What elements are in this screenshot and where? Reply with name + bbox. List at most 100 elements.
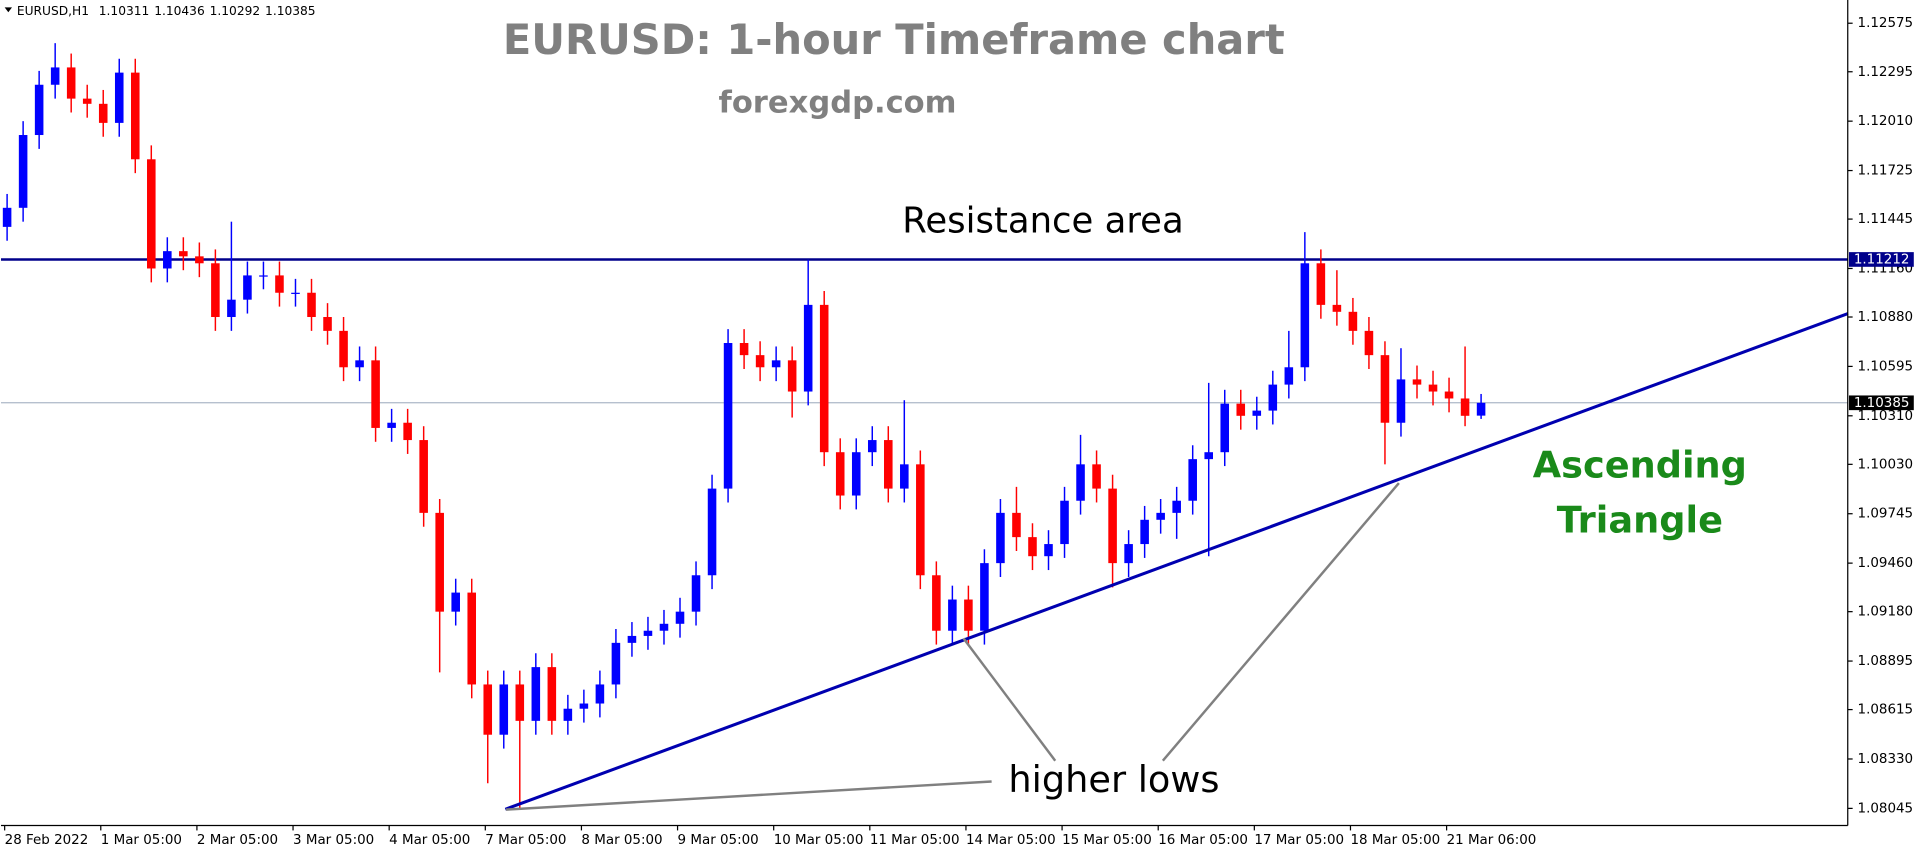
candle-body [1300, 263, 1310, 368]
y-tick-label: 1.12295 [1858, 65, 1914, 80]
candle-body [980, 563, 989, 631]
current-price-box [1848, 395, 1914, 411]
candle-body [2, 207, 12, 227]
chart-header: EURUSD,H1 1.10311 1.10436 1.10292 1.10385 [17, 4, 316, 18]
header-close: 1.10385 [265, 4, 316, 18]
candle-body [1316, 263, 1326, 305]
candle-body [884, 440, 893, 489]
candle-body [563, 708, 573, 721]
candle-body [835, 452, 845, 496]
candle-body [435, 512, 444, 612]
candle-body [163, 251, 172, 269]
candle-body [1060, 500, 1069, 545]
candle-body [1332, 304, 1342, 312]
y-tick-label: 1.11725 [1858, 164, 1914, 179]
candle-body [1476, 402, 1486, 416]
candle-body [547, 667, 557, 721]
chart-subtitle: forexgdp.com [719, 85, 957, 120]
candle-body [1380, 355, 1390, 423]
y-tick-label: 1.10880 [1858, 310, 1914, 325]
y-tick-label: 1.10310 [1858, 409, 1914, 424]
y-tick-label: 1.11445 [1858, 212, 1914, 227]
candle-body [932, 575, 941, 631]
y-tick-label: 1.10595 [1858, 359, 1914, 374]
current-price: 1.10385 [1854, 396, 1910, 411]
candle-body [595, 684, 605, 704]
x-tick-label: 8 Mar 05:00 [581, 833, 662, 848]
candle-body [1220, 403, 1230, 453]
x-tick-label: 4 Mar 05:00 [389, 833, 470, 848]
candle-body [355, 360, 364, 368]
candle-body [851, 452, 861, 496]
candle-body [339, 330, 348, 368]
trendline [504, 312, 1849, 811]
candle-body [739, 343, 749, 356]
candle-body [1108, 488, 1117, 564]
y-tick-label: 1.08615 [1858, 703, 1914, 718]
candle-body [1172, 500, 1181, 513]
candle-body [611, 642, 621, 685]
candle-body [499, 684, 509, 735]
candle-body [771, 360, 781, 368]
y-tick-label: 1.08895 [1858, 654, 1914, 669]
x-tick-label: 15 Mar 05:00 [1062, 833, 1152, 848]
candle-body [643, 630, 653, 636]
y-tick-label: 1.10030 [1858, 457, 1914, 472]
x-tick-label: 11 Mar 05:00 [870, 833, 960, 848]
candle-body [1156, 512, 1165, 520]
candle-body [1412, 379, 1422, 385]
candle-body [1124, 544, 1133, 564]
candle-body [18, 135, 28, 208]
x-tick-label: 10 Mar 05:00 [774, 833, 864, 848]
candle-body [259, 275, 268, 277]
candle-body [900, 464, 909, 489]
x-tick-label: 21 Mar 06:00 [1447, 833, 1537, 848]
candle-body [996, 512, 1005, 564]
candle-body [867, 440, 877, 453]
x-tick-label: 7 Mar 05:00 [485, 833, 566, 848]
x-tick-label: 2 Mar 05:00 [197, 833, 278, 848]
candle-body [1428, 384, 1438, 392]
x-tick-label: 9 Mar 05:00 [678, 833, 759, 848]
candle-body [403, 422, 412, 441]
candle-body [787, 360, 797, 392]
plot-area [0, 43, 1849, 811]
candle-body [1044, 544, 1053, 557]
pointer-line [506, 780, 992, 811]
candle-body [1204, 452, 1213, 460]
chart-title: EURUSD: 1-hour Timeframe chart [503, 15, 1285, 64]
candle-body [948, 599, 957, 631]
candle-body [98, 103, 108, 123]
candle-body [1140, 519, 1149, 545]
candle-body [1396, 379, 1406, 423]
y-tick-label: 1.12575 [1858, 16, 1914, 31]
candle-body [964, 599, 973, 631]
candle-body [483, 684, 493, 735]
candle-body [1444, 391, 1454, 399]
candle-body [387, 422, 396, 428]
candle-body [82, 98, 92, 104]
candle-body [50, 67, 60, 85]
x-tick-label: 3 Mar 05:00 [293, 833, 374, 848]
candle-body [1252, 410, 1262, 416]
y-tick-label: 1.09460 [1858, 556, 1914, 571]
x-tick-label: 1 Mar 05:00 [101, 833, 182, 848]
candle-body [307, 292, 316, 318]
candle-body [1028, 537, 1037, 557]
candle-body [803, 304, 813, 392]
candle-body [243, 275, 252, 300]
candle-body [66, 67, 76, 99]
candle-body [675, 611, 685, 624]
candle-body [691, 575, 701, 612]
pointer-line [1161, 482, 1400, 762]
header-open: 1.10311 [99, 4, 150, 18]
candle-body [579, 703, 589, 709]
candle-body [515, 684, 525, 721]
lows-label: higher lows [1008, 758, 1219, 801]
x-tick-label: 18 Mar 05:00 [1350, 833, 1440, 848]
candle-body [659, 623, 669, 631]
candle-body [227, 299, 236, 318]
candle-body [755, 355, 765, 368]
candle-body [467, 592, 477, 685]
candle-body [147, 159, 156, 269]
